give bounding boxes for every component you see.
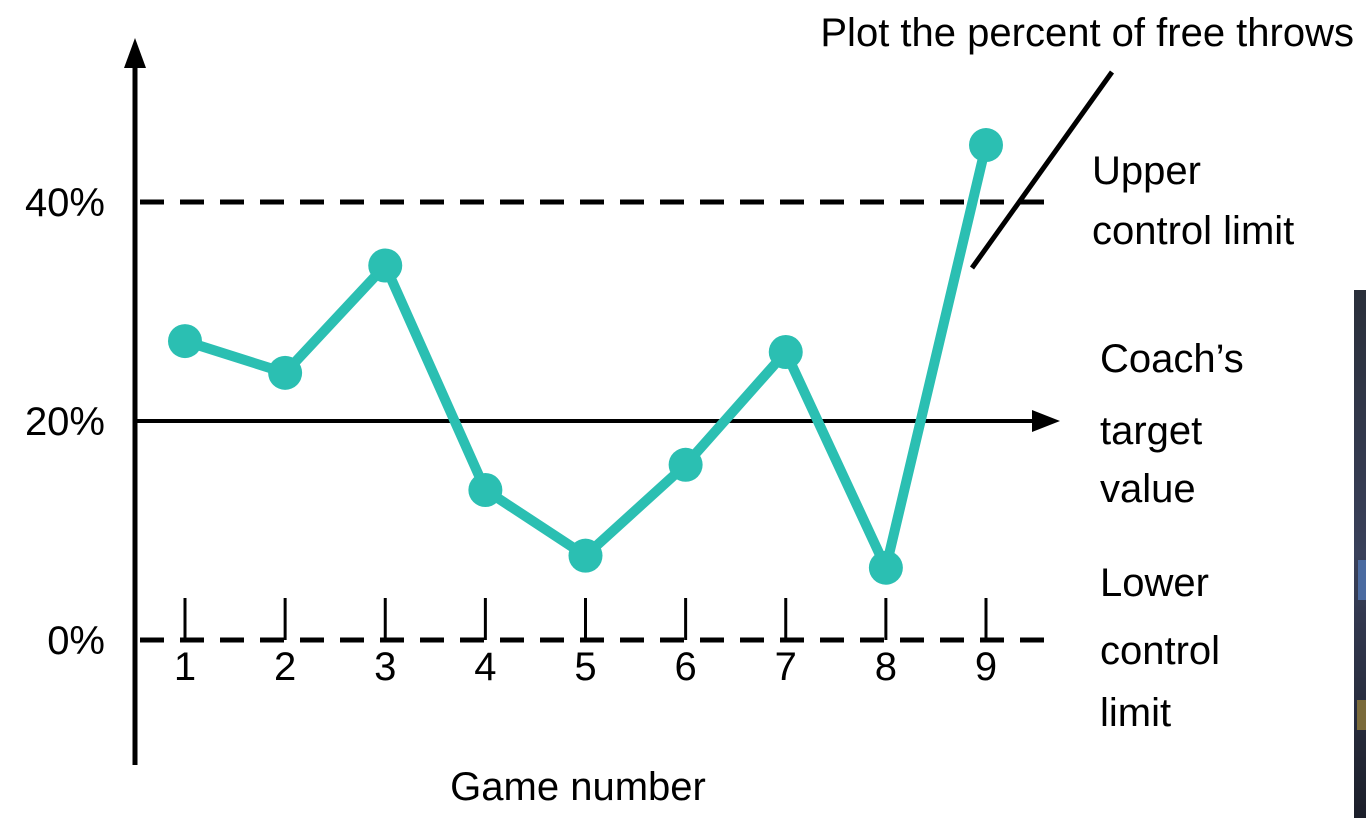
lower-limit-label-line-2: control — [1100, 629, 1220, 673]
photo-fragment-highlight — [1358, 560, 1366, 600]
data-point — [668, 447, 703, 482]
annotation-pointer-line — [969, 70, 1115, 270]
x-tick-label: 7 — [775, 645, 797, 689]
series-points — [168, 128, 1003, 585]
x-tick-label: 4 — [474, 645, 496, 689]
x-axis-title: Game number — [450, 765, 706, 809]
data-point — [168, 324, 202, 359]
y-axis-arrowhead — [124, 38, 146, 68]
y-tick-label: 0% — [47, 619, 105, 663]
annotation-title: Plot the percent of free throws — [820, 11, 1354, 55]
target-value-arrowhead — [1032, 410, 1060, 432]
data-point — [568, 538, 603, 573]
data-point — [768, 335, 803, 370]
y-tick-label: 20% — [25, 400, 105, 444]
upper-limit-label-line-1: Upper — [1092, 149, 1201, 193]
lower-limit-label-line-1: Lower — [1100, 561, 1209, 605]
y-tick-label: 40% — [25, 181, 105, 225]
lower-limit-label-line-3: limit — [1100, 691, 1171, 735]
photo-fragment-highlight-2 — [1357, 700, 1366, 730]
target-label-line-3: value — [1100, 467, 1196, 511]
photo-fragment — [1354, 290, 1366, 818]
x-tick-label: 5 — [574, 645, 596, 689]
x-tick-marks: 1 2 3 4 5 6 7 8 9 — [174, 598, 997, 689]
target-label-line-1: Coach’s — [1100, 337, 1244, 381]
data-point — [268, 355, 303, 390]
data-point — [468, 472, 503, 507]
series-line — [180, 140, 991, 573]
data-point — [868, 550, 903, 585]
x-tick-label: 8 — [875, 645, 897, 689]
x-tick-label: 2 — [274, 645, 296, 689]
x-tick-label: 6 — [675, 645, 697, 689]
data-point — [969, 128, 1003, 163]
target-label-line-2: target — [1100, 409, 1202, 453]
x-tick-label: 1 — [174, 645, 196, 689]
y-tick-labels: 0% 20% 40% — [25, 181, 105, 663]
x-tick-label: 3 — [374, 645, 396, 689]
upper-limit-label-line-2: control limit — [1092, 209, 1294, 253]
data-point — [368, 248, 403, 283]
x-tick-label: 9 — [975, 645, 997, 689]
